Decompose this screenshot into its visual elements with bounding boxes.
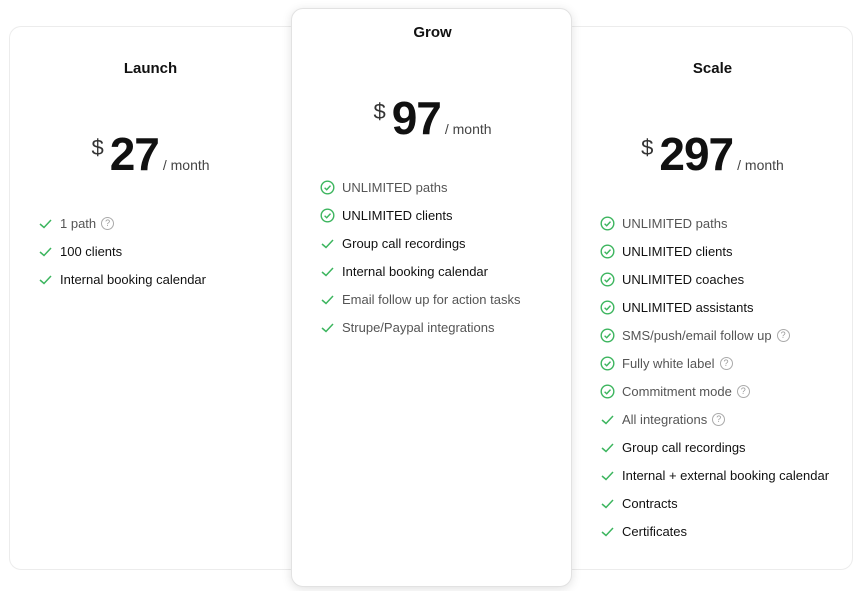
currency-symbol: $ — [641, 135, 654, 160]
check-circle-icon — [600, 243, 615, 259]
check-icon — [38, 244, 53, 259]
check-icon — [320, 320, 335, 335]
check-icon — [600, 440, 615, 455]
feature-item: UNLIMITED paths — [320, 173, 520, 201]
plan-name: Scale — [692, 60, 733, 77]
plan-card-grow[interactable]: Grow $97/ month UNLIMITED paths UNLIMITED … — [291, 8, 572, 587]
check-circle-icon — [600, 355, 615, 371]
check-icon — [600, 524, 615, 539]
check-icon — [320, 292, 335, 307]
feature-item: Commitment mode? — [600, 377, 829, 405]
check-icon — [320, 236, 335, 251]
help-icon[interactable]: ? — [719, 356, 733, 370]
feature-text: UNLIMITED paths — [342, 179, 448, 195]
feature-text: Internal booking calendar — [342, 263, 488, 279]
check-icon — [38, 272, 53, 287]
check-circle-icon — [600, 327, 615, 343]
currency-symbol: $ — [91, 135, 104, 160]
feature-item: SMS/push/email follow up? — [600, 321, 829, 349]
feature-text: SMS/push/email follow up — [622, 327, 772, 343]
check-circle-icon — [600, 383, 615, 399]
check-icon — [600, 496, 615, 511]
price-amount: 97 — [391, 92, 442, 144]
feature-item: Internal booking calendar — [320, 257, 520, 285]
feature-item: Email follow up for action tasks — [320, 285, 520, 313]
feature-item: UNLIMITED assistants — [600, 293, 829, 321]
currency-symbol: $ — [373, 99, 386, 124]
help-icon[interactable]: ? — [712, 412, 726, 426]
feature-item: Contracts — [600, 489, 829, 517]
check-circle-icon — [600, 271, 615, 287]
feature-item: Internal + external booking calendar — [600, 461, 829, 489]
feature-list: 1 path? 100 clients Internal booking calen… — [38, 209, 206, 293]
feature-text: UNLIMITED assistants — [622, 299, 754, 315]
feature-text: Contracts — [622, 495, 678, 511]
feature-text: 1 path — [60, 215, 97, 231]
feature-text: Group call recordings — [342, 235, 466, 251]
check-icon — [600, 468, 615, 483]
check-circle-icon — [320, 207, 335, 223]
feature-item: 1 path? — [38, 209, 206, 237]
feature-text: Internal + external booking calendar — [622, 467, 830, 483]
feature-item: Fully white label? — [600, 349, 829, 377]
feature-item: Strupe/Paypal integrations — [320, 313, 520, 341]
feature-text: Internal booking calendar — [60, 271, 206, 287]
price-amount: 297 — [659, 128, 734, 180]
feature-text: UNLIMITED clients — [622, 243, 733, 259]
feature-item: Internal booking calendar — [38, 265, 206, 293]
price-period: / month — [162, 157, 210, 173]
check-circle-icon — [600, 215, 615, 231]
feature-text: All integrations — [622, 411, 708, 427]
feature-item: UNLIMITED paths — [600, 209, 829, 237]
feature-text: Strupe/Paypal integrations — [342, 319, 495, 335]
feature-text: Certificates — [622, 523, 688, 539]
feature-text: 100 clients — [60, 243, 123, 259]
feature-list: UNLIMITED paths UNLIMITED clients UNLIMITE… — [600, 209, 829, 545]
feature-text: UNLIMITED coaches — [622, 271, 745, 287]
plan-price: $97/ month — [292, 91, 573, 145]
check-icon — [38, 216, 53, 231]
feature-text: Commitment mode — [622, 383, 732, 399]
help-icon[interactable]: ? — [776, 328, 790, 342]
check-circle-icon — [600, 299, 615, 315]
plan-name: Grow — [413, 24, 452, 41]
feature-item: Group call recordings — [600, 433, 829, 461]
price-period: / month — [737, 157, 784, 173]
feature-text: UNLIMITED clients — [342, 207, 453, 223]
feature-item: Certificates — [600, 517, 829, 545]
check-icon — [320, 264, 335, 279]
feature-list: UNLIMITED paths UNLIMITED clients Group ca… — [320, 173, 520, 341]
price-amount: 27 — [109, 128, 160, 180]
feature-text: Group call recordings — [622, 439, 746, 455]
feature-item: All integrations? — [600, 405, 829, 433]
plan-card-launch[interactable]: Launch $27/ month 1 path? 100 clients Inter… — [9, 26, 299, 570]
feature-item: UNLIMITED coaches — [600, 265, 829, 293]
feature-item: 100 clients — [38, 237, 206, 265]
plan-name: Launch — [123, 60, 178, 77]
feature-item: Group call recordings — [320, 229, 520, 257]
check-icon — [600, 412, 615, 427]
feature-text: UNLIMITED paths — [622, 215, 728, 231]
plan-price: $297/ month — [572, 127, 853, 181]
plan-price: $27/ month — [10, 127, 291, 181]
plan-card-scale[interactable]: Scale $297/ month UNLIMITED paths UNLIMITE… — [563, 26, 853, 570]
feature-text: Fully white label — [622, 355, 715, 371]
check-circle-icon — [320, 179, 335, 195]
feature-text: Email follow up for action tasks — [342, 291, 521, 307]
help-icon[interactable]: ? — [736, 384, 750, 398]
feature-item: UNLIMITED clients — [600, 237, 829, 265]
feature-item: UNLIMITED clients — [320, 201, 520, 229]
price-period: / month — [444, 121, 492, 137]
help-icon[interactable]: ? — [101, 216, 115, 230]
